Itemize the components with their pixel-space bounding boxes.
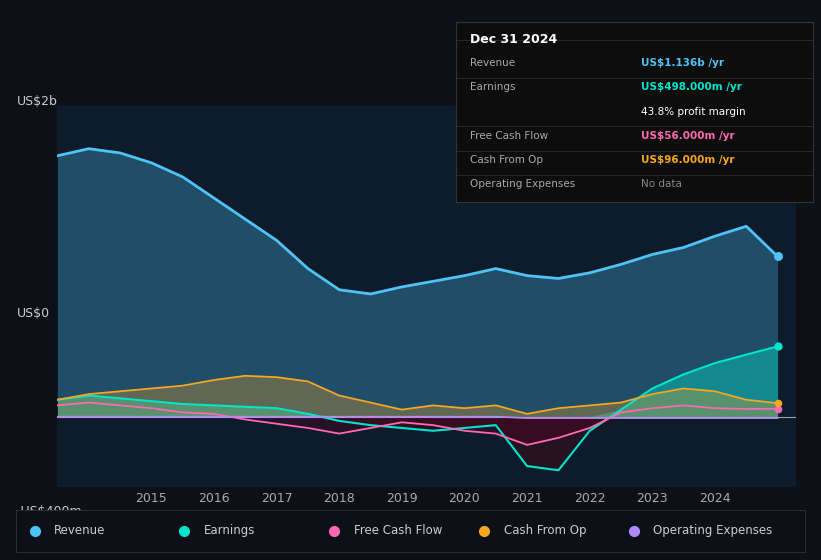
- Text: Earnings: Earnings: [470, 82, 516, 92]
- Text: Revenue: Revenue: [470, 58, 515, 68]
- Point: [771, 342, 784, 351]
- Text: Free Cash Flow: Free Cash Flow: [354, 524, 443, 537]
- Text: Operating Expenses: Operating Expenses: [654, 524, 773, 537]
- Text: -US$400m: -US$400m: [17, 505, 82, 517]
- Point: [771, 252, 784, 261]
- Text: 43.8% profit margin: 43.8% profit margin: [641, 106, 746, 116]
- Point: [771, 399, 784, 408]
- Text: US$1.136b /yr: US$1.136b /yr: [641, 58, 724, 68]
- Text: Dec 31 2024: Dec 31 2024: [470, 33, 557, 46]
- Point: [771, 404, 784, 413]
- Text: US$56.000m /yr: US$56.000m /yr: [641, 131, 735, 141]
- Text: Free Cash Flow: Free Cash Flow: [470, 131, 548, 141]
- Text: Operating Expenses: Operating Expenses: [470, 179, 576, 189]
- Text: Cash From Op: Cash From Op: [470, 155, 543, 165]
- Text: US$0: US$0: [17, 307, 50, 320]
- Text: Cash From Op: Cash From Op: [503, 524, 586, 537]
- Text: Revenue: Revenue: [54, 524, 106, 537]
- Text: No data: No data: [641, 179, 682, 189]
- Text: US$2b: US$2b: [17, 95, 57, 108]
- Text: Earnings: Earnings: [204, 524, 255, 537]
- Text: US$498.000m /yr: US$498.000m /yr: [641, 82, 742, 92]
- Text: US$96.000m /yr: US$96.000m /yr: [641, 155, 735, 165]
